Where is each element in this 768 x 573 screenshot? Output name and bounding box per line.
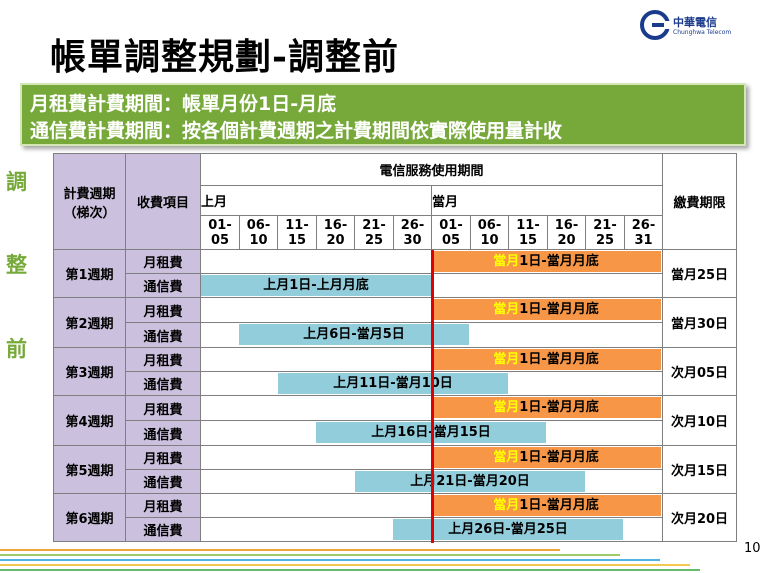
date-range-header: 01-05 [431,215,471,250]
banner-line-comm: 通信費計費期間：按各個計費週期之計費期間依實際使用量計收 [30,120,563,142]
rent-bar-highlight: 當月 [493,352,520,367]
page-title: 帳單調整規劃-調整前 [50,36,399,78]
service-period-header: 電信服務使用期間 [200,153,663,186]
rent-bar-text: 1日-當月月底 [519,400,599,415]
rent-fee-label: 月租費 [125,297,201,323]
rent-period-bar: 當月1日-當月月底 [431,495,661,516]
page-number: 10 [744,541,761,556]
banner-line-rent: 月租費計費期間：帳單月份1日-月底 [30,93,337,115]
date-range-header: 21-25 [354,215,394,250]
date-range-header: 26-31 [624,215,663,250]
rent-bar-text: 1日-當月月底 [519,450,599,465]
chunghwa-logo-icon [640,10,670,40]
due-date: 次月10日 [662,395,737,446]
rent-bar-text: 1日-當月月底 [519,254,599,269]
comm-fee-label: 通信費 [125,322,201,348]
side-label-char: 前 [6,336,27,361]
date-range-header: 06-10 [470,215,509,250]
cycle-label: 第4週期 [53,395,126,446]
curr-month-header: 當月 [431,185,663,216]
due-date: 當月30日 [662,297,737,348]
comm-fee-label: 通信費 [125,420,201,446]
date-range-header: 16-20 [316,215,355,250]
due-date: 次月15日 [662,445,737,494]
company-logo: 中華電信 Chunghwa Telecom [640,10,740,44]
comm-fee-label: 通信費 [125,273,201,298]
comm-period-bar: 上月1日-上月月底 [201,275,431,296]
logo-name-zh: 中華電信 [673,16,717,29]
rent-period-bar: 當月1日-當月月底 [431,447,661,468]
comm-fee-label: 通信費 [125,517,201,542]
comm-period-bar: 上月11日-當月10日 [278,373,508,394]
rent-fee-label: 月租費 [125,493,201,518]
date-range-header: 11-15 [277,215,317,250]
cycle-label: 第2週期 [53,297,126,348]
side-label-char: 調 [6,169,27,194]
date-range-header: 11-15 [508,215,548,250]
rent-bar-highlight: 當月 [493,400,520,415]
comm-period-bar: 上月6日-當月5日 [239,324,469,345]
due-date: 當月25日 [662,249,737,298]
cycle-label: 第5週期 [53,445,126,494]
date-range-header: 06-10 [239,215,278,250]
date-range-header: 26-30 [393,215,432,250]
date-range-header: 16-20 [547,215,586,250]
date-range-header: 21-25 [585,215,625,250]
item-header: 收費項目 [125,153,201,250]
rent-bar-highlight: 當月 [493,302,520,317]
cycle-label: 第6週期 [53,493,126,542]
comm-fee-label: 通信費 [125,371,201,396]
rent-period-bar: 當月1日-當月月底 [431,299,661,320]
comm-fee-label: 通信費 [125,469,201,494]
cycle-label: 第3週期 [53,347,126,396]
cycle-header: 計費週期（梯次） [53,153,126,250]
prev-month-header: 上月 [200,185,432,216]
rent-period-bar: 當月1日-當月月底 [431,251,661,272]
rent-bar-highlight: 當月 [493,450,520,465]
rent-fee-label: 月租費 [125,445,201,470]
rent-period-bar: 當月1日-當月月底 [431,349,661,370]
cycle-label: 第1週期 [53,249,126,298]
decorative-stripes [0,545,700,573]
rent-fee-label: 月租費 [125,395,201,421]
rent-bar-text: 1日-當月月底 [519,352,599,367]
rent-bar-text: 1日-當月月底 [519,302,599,317]
rent-bar-highlight: 當月 [493,498,520,513]
due-date: 次月05日 [662,347,737,396]
comm-period-bar: 上月26日-當月25日 [393,519,623,540]
month-boundary-line [431,250,434,543]
comm-period-bar: 上月21日-當月20日 [355,471,585,492]
logo-name-en: Chunghwa Telecom [673,29,732,36]
rent-period-bar: 當月1日-當月月底 [431,397,661,418]
side-label-char: 整 [6,252,27,277]
rent-fee-label: 月租費 [125,249,201,274]
rent-bar-highlight: 當月 [493,254,520,269]
billing-period-banner: 月租費計費期間：帳單月份1日-月底 通信費計費期間：按各個計費週期之計費期間依實… [20,83,746,146]
rent-fee-label: 月租費 [125,347,201,372]
due-header: 繳費期限 [662,153,737,250]
due-date: 次月20日 [662,493,737,542]
rent-bar-text: 1日-當月月底 [519,498,599,513]
date-range-header: 01-05 [200,215,240,250]
